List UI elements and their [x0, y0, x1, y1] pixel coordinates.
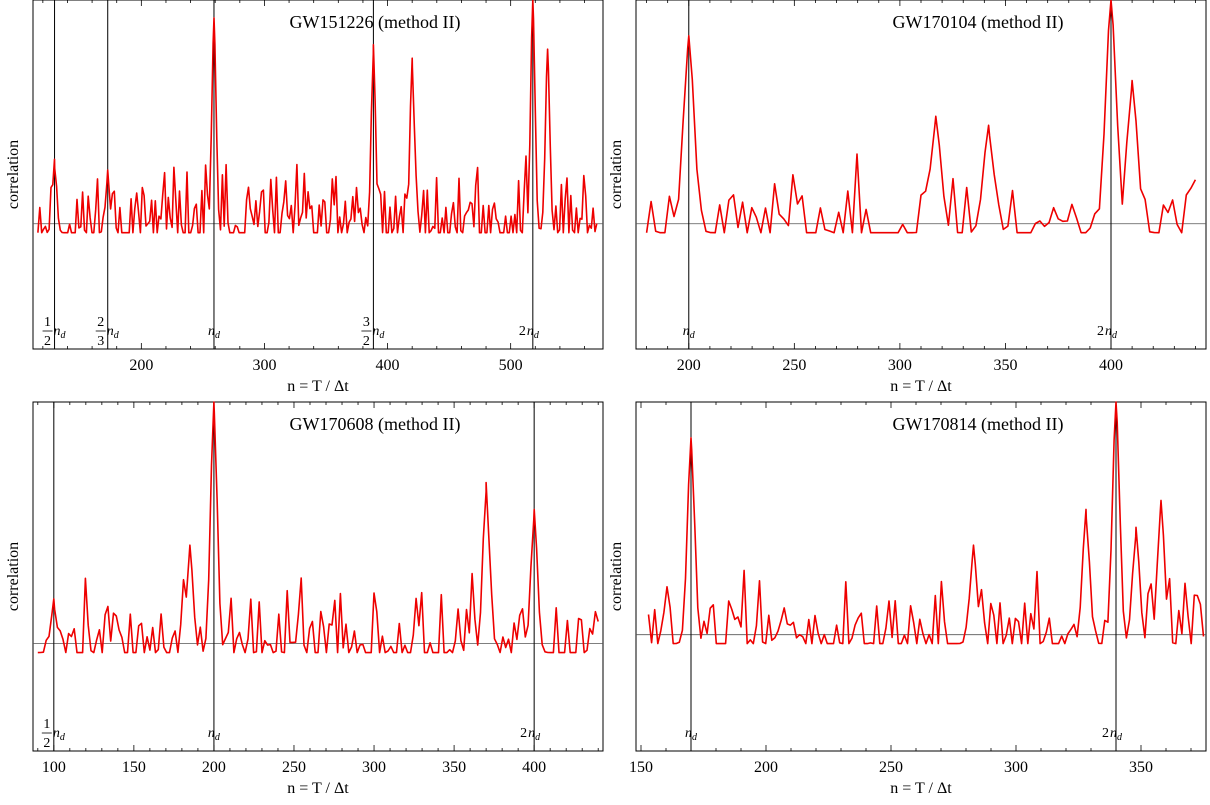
series-line	[37, 0, 598, 234]
fraction-denominator: 2	[43, 736, 50, 751]
marker-coefficient: 2	[520, 726, 527, 741]
fraction-numerator: 2	[97, 315, 104, 330]
chart-title: GW170814 (method II)	[893, 414, 1064, 435]
marker-nd-label: nd	[685, 726, 698, 743]
marker-nd-label: nd	[107, 324, 120, 341]
chart-title: GW151226 (method II)	[290, 12, 461, 33]
marker-label: nd	[683, 324, 696, 341]
fraction-numerator: 1	[44, 315, 51, 330]
marker-nd-label: nd	[1105, 324, 1118, 341]
series-line	[647, 401, 1205, 645]
marker-nd-label: nd	[527, 324, 540, 341]
marker-label: nd	[208, 726, 221, 743]
x-tick-label: 250	[782, 357, 806, 374]
chart-title: GW170104 (method II)	[893, 12, 1064, 33]
x-axis-label: n = T / Δt	[287, 780, 349, 797]
marker-nd-label: nd	[53, 726, 66, 743]
marker-coefficient: 2	[1102, 726, 1109, 741]
x-tick-label: 150	[629, 759, 653, 776]
marker-nd-label: nd	[208, 324, 221, 341]
y-axis-label: correlation	[5, 542, 22, 611]
marker-label: nd	[208, 324, 221, 341]
x-tick-label: 350	[1129, 759, 1153, 776]
x-tick-label: 400	[522, 759, 546, 776]
x-tick-label: 300	[362, 759, 386, 776]
x-axis-label: n = T / Δt	[287, 378, 349, 395]
series-line	[37, 401, 599, 654]
x-tick-label: 250	[282, 759, 306, 776]
x-tick-label: 300	[1004, 759, 1028, 776]
x-axis-label: n = T / Δt	[890, 780, 952, 797]
x-tick-label: 300	[888, 357, 912, 374]
x-tick-label: 350	[442, 759, 466, 776]
x-tick-label: 200	[129, 357, 153, 374]
x-tick-label: 500	[499, 357, 523, 374]
plot-frame	[32, 401, 604, 752]
series-line	[645, 0, 1197, 234]
plot-frame	[635, 401, 1207, 752]
x-tick-label: 400	[376, 357, 400, 374]
x-tick-label: 250	[879, 759, 903, 776]
chart-title: GW170608 (method II)	[290, 414, 461, 435]
y-axis-label: correlation	[608, 542, 625, 611]
marker-coefficient: 2	[1097, 324, 1104, 339]
plot-frame	[32, 0, 604, 350]
marker-nd-label: nd	[208, 726, 221, 743]
marker-label: nd	[685, 726, 698, 743]
x-tick-label: 300	[252, 357, 276, 374]
y-axis-label: correlation	[608, 140, 625, 209]
x-axis-label: n = T / Δt	[890, 378, 952, 395]
fraction-numerator: 3	[363, 315, 370, 330]
fraction-denominator: 2	[44, 334, 51, 349]
fraction-denominator: 2	[363, 334, 370, 349]
x-tick-label: 200	[754, 759, 778, 776]
fraction-denominator: 3	[97, 334, 104, 349]
marker-nd-label: nd	[528, 726, 541, 743]
x-tick-label: 350	[993, 357, 1017, 374]
x-tick-label: 100	[42, 759, 66, 776]
fraction-numerator: 1	[43, 717, 50, 732]
marker-coefficient: 2	[519, 324, 526, 339]
x-tick-label: 150	[122, 759, 146, 776]
marker-nd-label: nd	[683, 324, 696, 341]
x-tick-label: 200	[202, 759, 226, 776]
x-tick-label: 200	[677, 357, 701, 374]
y-axis-label: correlation	[5, 140, 22, 209]
marker-nd-label: nd	[54, 324, 67, 341]
x-tick-label: 400	[1099, 357, 1123, 374]
marker-nd-label: nd	[1110, 726, 1123, 743]
marker-nd-label: nd	[372, 324, 385, 341]
